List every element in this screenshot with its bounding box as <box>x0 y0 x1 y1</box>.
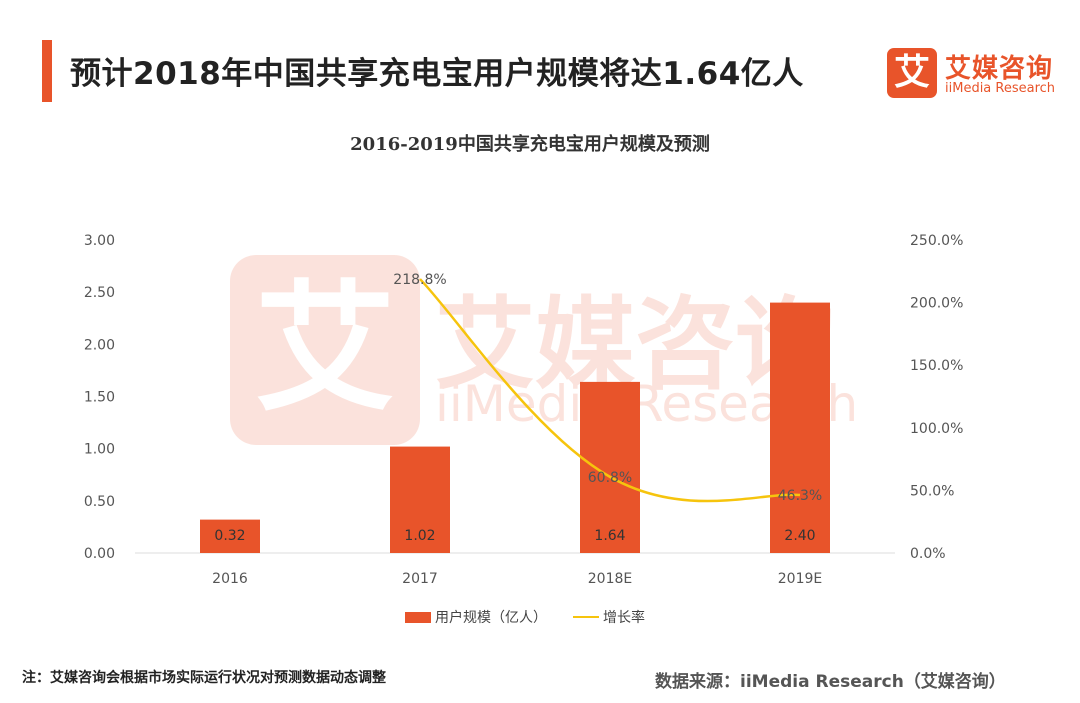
y-left-tick-label: 3.00 <box>84 233 115 249</box>
bar <box>770 302 830 553</box>
bar-value-label: 0.32 <box>214 528 245 544</box>
data-source: 数据来源：iiMedia Research（艾媒咨询） <box>655 672 1006 692</box>
legend-item-bar: 用户规模（亿人） <box>405 607 547 627</box>
y-left-tick-label: 0.50 <box>84 494 115 510</box>
y-right-tick-label: 200.0% <box>910 296 963 312</box>
y-left-tick-label: 2.00 <box>84 337 115 353</box>
y-left-tick-label: 1.50 <box>84 390 115 406</box>
line-point-label: 218.8% <box>393 272 446 288</box>
bar-value-label: 1.02 <box>404 528 435 544</box>
legend-item-line: 增长率 <box>573 607 645 627</box>
bar <box>200 519 260 553</box>
y-left-tick-label: 0.00 <box>84 546 115 562</box>
y-right-tick-label: 250.0% <box>910 233 963 249</box>
logo-text-en: iiMedia Research <box>945 81 1056 96</box>
bar <box>580 381 640 553</box>
x-tick-label: 2016 <box>212 571 248 587</box>
page-title: 预计2018年中国共享充电宝用户规模将达1.64亿人 <box>70 56 804 92</box>
brand-logo: 艾 艾媒咨询 iiMedia Research <box>887 48 1067 100</box>
y-left-tick-label: 1.00 <box>84 442 115 458</box>
y-right-tick-label: 50.0% <box>910 483 954 499</box>
footnote: 注：艾媒咨询会根据市场实际运行状况对预测数据动态调整 <box>22 670 386 686</box>
x-tick-label: 2018E <box>588 571 632 587</box>
y-right-tick-label: 150.0% <box>910 358 963 374</box>
growth-line <box>419 278 801 503</box>
y-right-tick-label: 0.0% <box>910 546 946 562</box>
bar-value-label: 2.40 <box>784 528 815 544</box>
legend-label-line: 增长率 <box>603 610 645 626</box>
legend-swatch-line <box>573 616 599 618</box>
line-point-label: 60.8% <box>588 470 632 486</box>
y-right-tick-label: 100.0% <box>910 421 963 437</box>
logo-mark-icon: 艾 <box>887 48 937 98</box>
x-tick-label: 2019E <box>778 571 822 587</box>
title-accent-bar <box>42 40 52 102</box>
x-tick-label: 2017 <box>402 571 438 587</box>
y-left-tick-label: 2.50 <box>84 285 115 301</box>
chart-title: 2016-2019中国共享充电宝用户规模及预测 <box>350 134 710 155</box>
legend-label-bar: 用户规模（亿人） <box>435 610 547 626</box>
legend-swatch-bar <box>405 611 431 623</box>
chart-legend: 用户规模（亿人） 增长率 <box>405 607 671 627</box>
bar-value-label: 1.64 <box>594 528 625 544</box>
bar <box>390 446 450 553</box>
line-point-label: 46.3% <box>778 488 822 504</box>
logo-text-cn: 艾媒咨询 <box>945 54 1054 84</box>
